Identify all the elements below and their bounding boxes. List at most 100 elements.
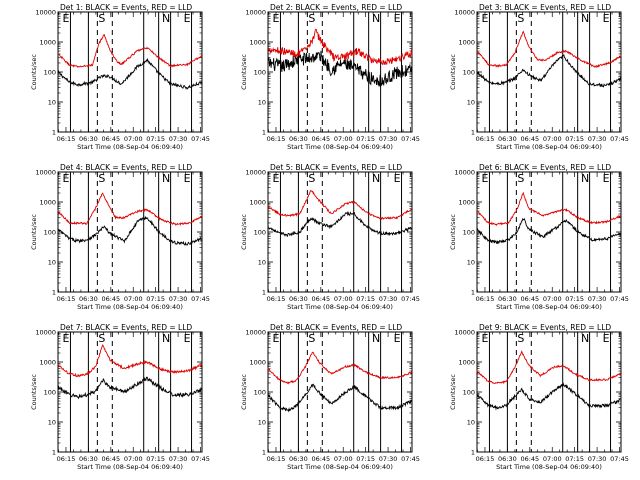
plot-frame [267,11,413,133]
x-tick-label: 06:30 [289,295,308,303]
region-marker: S [308,332,315,345]
y-tick-label: 1000 [249,358,266,366]
x-tick-label: 07:15 [565,455,584,463]
region-marker: N [372,332,380,345]
x-tick-label: 06:45 [311,135,330,143]
y-axis-ticks [268,331,412,453]
region-marker: E [184,172,191,185]
x-tick-label: 07:00 [124,135,143,143]
region-marker: E [272,332,279,345]
panel-title: Det 4: BLACK = Events, RED = LLD [60,163,192,172]
plot-frame [267,331,413,453]
x-tick-label: 06:15 [476,135,495,143]
x-tick-label: 07:00 [334,295,353,303]
y-tick-label: 10000 [245,8,266,16]
region-marker: E [184,332,191,345]
x-tick-label: 07:00 [334,135,353,143]
y-tick-label: 10000 [454,8,475,16]
region-marker: S [98,332,105,345]
x-tick-label: 06:15 [476,295,495,303]
y-tick-label: 10000 [245,328,266,336]
x-tick-label: 07:45 [610,295,629,303]
region-marker: S [517,172,524,185]
y-axis-ticks [268,171,412,293]
x-axis-ticks [268,172,411,292]
x-axis-label: Start Time (08-Sep-04 06:09:40) [287,303,393,311]
detector-panel-7: Det 7: BLACK = Events, RED = LLD 1 10 100 10… [30,323,210,471]
plot-frame [57,11,203,133]
series-events-line [57,215,203,246]
y-axis-ticks [477,331,621,453]
x-tick-label: 07:45 [191,295,210,303]
y-tick-label: 10 [467,98,475,106]
y-tick-label: 100 [254,228,266,236]
region-marker: E [62,172,69,185]
region-marker: E [481,332,488,345]
x-tick-label: 07:45 [401,455,420,463]
series-events-line [267,211,413,237]
y-tick-label: 1000 [458,358,475,366]
y-tick-label: 1000 [249,198,266,206]
region-marker: E [184,12,191,25]
series-events-line [267,50,413,87]
panel-title: Det 9: BLACK = Events, RED = LLD [479,323,611,332]
y-tick-label: 1000 [39,38,56,46]
y-tick-label: 10 [48,98,56,106]
y-tick-label: 100 [254,388,266,396]
x-tick-label: 07:45 [610,455,629,463]
x-tick-label: 06:15 [57,455,76,463]
x-tick-label: 06:30 [498,455,517,463]
y-tick-label: 1000 [39,358,56,366]
panel-title: Det 3: BLACK = Events, RED = LLD [479,3,611,12]
panel-title: Det 7: BLACK = Events, RED = LLD [60,323,192,332]
series-events-line [57,57,203,90]
x-tick-label: 06:45 [101,455,120,463]
y-tick-label: 1 [262,128,266,136]
series-events-line [57,376,203,400]
x-tick-label: 06:15 [57,295,76,303]
x-tick-label: 07:15 [146,295,165,303]
x-tick-label: 06:30 [498,295,517,303]
x-axis-ticks [477,332,620,452]
region-marker: E [481,172,488,185]
y-tick-label: 1000 [39,198,56,206]
x-tick-label: 07:15 [565,135,584,143]
region-marker: E [272,172,279,185]
x-tick-label: 06:45 [311,455,330,463]
y-tick-label: 100 [463,228,475,236]
x-tick-label: 07:45 [191,455,210,463]
x-tick-label: 06:30 [79,295,98,303]
x-axis-ticks [58,332,201,452]
panel-title: Det 6: BLACK = Events, RED = LLD [479,163,611,172]
region-marker: E [603,332,610,345]
series-lld-line [57,34,203,68]
x-tick-label: 07:30 [379,135,398,143]
y-axis-label: Counts/sec [240,54,248,90]
panel-title: Det 8: BLACK = Events, RED = LLD [270,323,402,332]
x-tick-label: 07:00 [334,455,353,463]
y-tick-label: 10000 [35,168,56,176]
region-marker: S [98,172,105,185]
x-tick-label: 07:30 [169,455,188,463]
y-axis-label: Counts/sec [30,54,38,90]
y-tick-label: 10 [258,258,266,266]
x-tick-label: 07:45 [191,135,210,143]
y-tick-label: 1 [262,288,266,296]
y-axis-ticks [58,11,202,133]
x-tick-label: 07:00 [124,455,143,463]
y-axis-label: Counts/sec [240,214,248,250]
detector-panel-1: Det 1: BLACK = Events, RED = LLD 1 10 100 10… [30,3,210,151]
detector-panel-4: Det 4: BLACK = Events, RED = LLD 1 10 100 10… [30,163,210,311]
region-marker: S [517,12,524,25]
panel-title: Det 5: BLACK = Events, RED = LLD [270,163,402,172]
series-events-line [476,382,622,411]
x-tick-label: 07:30 [379,455,398,463]
y-tick-label: 100 [44,388,56,396]
region-marker: N [162,12,170,25]
series-lld-line [476,30,622,69]
x-tick-label: 07:45 [401,295,420,303]
series-events-line [267,383,413,413]
x-axis-label: Start Time (08-Sep-04 06:09:40) [77,143,183,151]
region-marker: E [603,172,610,185]
y-tick-label: 1 [52,448,56,456]
